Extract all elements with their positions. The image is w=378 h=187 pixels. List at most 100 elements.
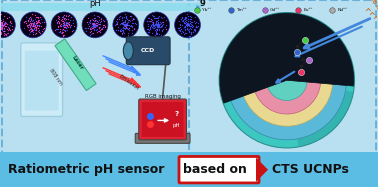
- Point: [5, 28, 11, 31]
- Point: [33, 14, 39, 17]
- Point: [124, 23, 130, 26]
- Point: [116, 22, 122, 25]
- Point: [37, 32, 43, 35]
- Point: [90, 19, 96, 22]
- Point: [153, 29, 160, 32]
- Point: [114, 18, 120, 21]
- Point: [86, 20, 92, 23]
- Point: [121, 20, 127, 23]
- Point: [34, 23, 40, 26]
- Point: [68, 16, 74, 19]
- Point: [155, 25, 161, 28]
- Point: [94, 24, 100, 27]
- Point: [0, 23, 1, 26]
- Point: [186, 31, 192, 34]
- Point: [121, 22, 127, 25]
- Point: [183, 28, 189, 31]
- Point: [62, 18, 68, 21]
- Point: [90, 22, 96, 25]
- Point: [92, 23, 98, 26]
- Point: [128, 14, 134, 17]
- Point: [32, 32, 38, 35]
- Point: [120, 30, 126, 33]
- Point: [26, 33, 33, 36]
- Wedge shape: [268, 80, 307, 101]
- Point: [91, 24, 97, 27]
- Point: [25, 26, 31, 29]
- Point: [87, 19, 93, 22]
- Point: [184, 23, 191, 26]
- Point: [183, 23, 189, 26]
- Point: [162, 25, 168, 28]
- Point: [151, 16, 157, 19]
- Point: [183, 18, 189, 21]
- Point: [124, 27, 130, 30]
- Point: [148, 23, 154, 26]
- Point: [183, 16, 189, 19]
- Point: [1, 27, 7, 30]
- Point: [121, 16, 127, 19]
- Point: [153, 23, 160, 26]
- Point: [31, 22, 37, 25]
- Point: [4, 28, 10, 31]
- Point: [120, 21, 126, 24]
- Point: [191, 24, 197, 27]
- Point: [182, 19, 188, 22]
- Point: [36, 19, 42, 22]
- Point: [9, 25, 15, 28]
- Point: [61, 23, 67, 26]
- Point: [146, 30, 152, 33]
- Point: [85, 16, 91, 19]
- Point: [60, 22, 67, 25]
- Point: [7, 23, 13, 26]
- Point: [156, 24, 162, 27]
- Point: [123, 23, 129, 26]
- Point: [61, 21, 67, 24]
- Point: [37, 21, 43, 24]
- Point: [5, 26, 11, 29]
- Wedge shape: [255, 80, 321, 114]
- Point: [183, 31, 189, 34]
- Point: [119, 33, 125, 36]
- Point: [129, 22, 135, 25]
- Point: [152, 23, 158, 26]
- Point: [0, 24, 2, 27]
- Circle shape: [219, 13, 355, 148]
- Point: [153, 31, 159, 34]
- Point: [24, 23, 30, 26]
- Point: [124, 26, 130, 29]
- Point: [154, 32, 160, 35]
- Wedge shape: [287, 80, 353, 147]
- Point: [94, 15, 101, 18]
- Point: [124, 23, 130, 26]
- Point: [59, 30, 65, 33]
- Point: [150, 15, 156, 18]
- Point: [185, 22, 191, 25]
- Point: [30, 21, 36, 24]
- Point: [181, 17, 187, 20]
- Point: [123, 24, 129, 27]
- Point: [56, 21, 62, 24]
- Point: [151, 26, 157, 29]
- Point: [130, 17, 136, 20]
- Point: [63, 14, 69, 17]
- Point: [7, 29, 13, 32]
- FancyBboxPatch shape: [179, 157, 259, 183]
- Point: [27, 16, 33, 19]
- Point: [2, 22, 8, 25]
- Point: [188, 16, 194, 19]
- Point: [116, 16, 122, 19]
- Point: [155, 24, 161, 27]
- Point: [0, 24, 2, 27]
- Point: [155, 20, 161, 23]
- Point: [30, 23, 36, 26]
- Point: [26, 18, 33, 21]
- Point: [6, 26, 12, 29]
- Point: [2, 22, 8, 25]
- Point: [25, 18, 31, 21]
- Point: [92, 23, 98, 26]
- Point: [28, 23, 34, 26]
- FancyBboxPatch shape: [139, 99, 186, 140]
- Point: [2, 22, 8, 25]
- Point: [56, 20, 62, 23]
